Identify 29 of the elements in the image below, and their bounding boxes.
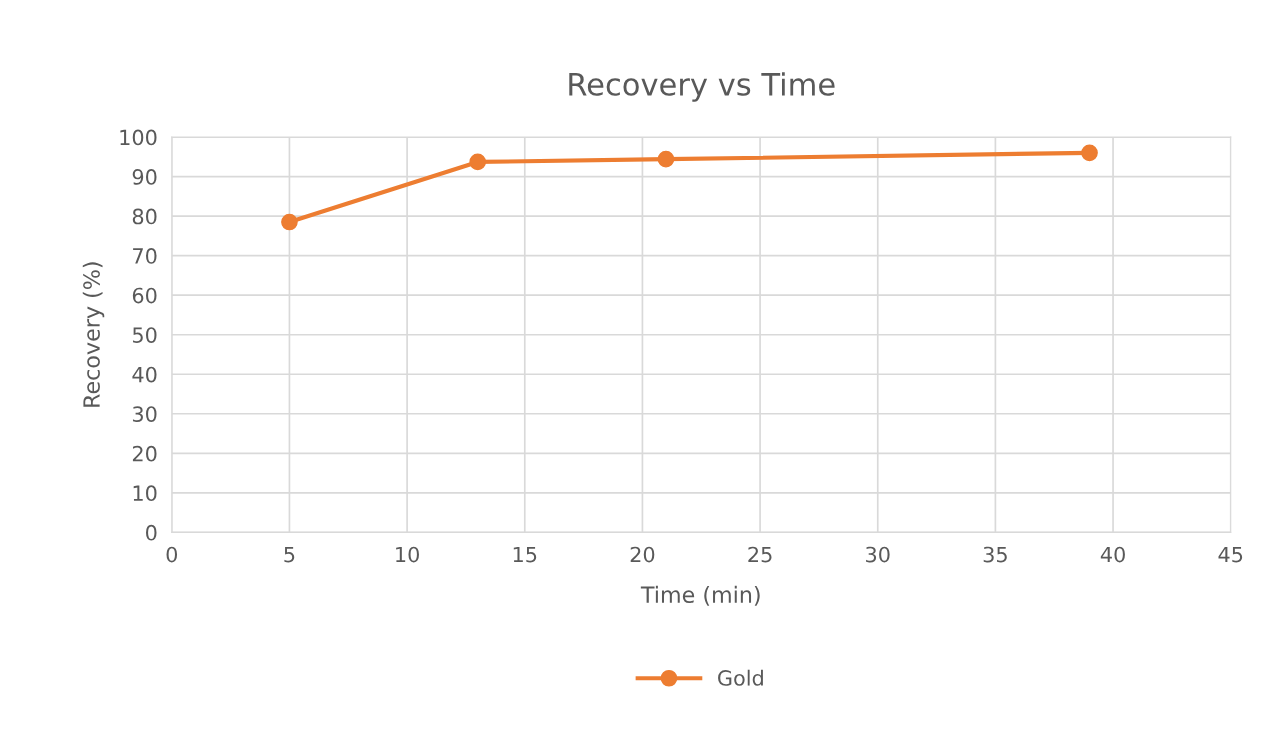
y-tick-label: 0 (146, 524, 157, 541)
x-tick-label: 10 (396, 546, 419, 563)
legend-label: Gold (718, 669, 763, 686)
x-tick-label: 15 (513, 546, 537, 563)
y-tick-label: 40 (132, 366, 157, 383)
y-tick-label: 60 (132, 287, 157, 304)
chart-title: Recovery vs Time (569, 72, 835, 102)
point (657, 150, 675, 168)
point (469, 153, 487, 171)
x-tick-label: 25 (748, 546, 772, 563)
x-tick-label: 40 (1100, 546, 1125, 563)
y-tick-label: 70 (133, 248, 157, 264)
y-tick-label: 30 (132, 406, 157, 422)
y-tick-label: 90 (132, 169, 157, 185)
y-tick-label: 100 (120, 129, 157, 146)
x-tick-label: 30 (866, 546, 890, 563)
y-tick-label: 50 (133, 327, 157, 343)
x-tick-label: 35 (983, 546, 1007, 563)
y-tick-label: 20 (132, 445, 157, 462)
x-tick-label: 5 (284, 546, 295, 563)
x-tick-label: 0 (166, 546, 178, 563)
x-tick-label: 45 (1218, 546, 1243, 563)
y-axis-title: Recovery (%) (82, 262, 105, 407)
y-tick-label: 10 (133, 485, 157, 502)
x-tick-label: 20 (630, 546, 655, 563)
x-axis-title: Time (min) (640, 585, 760, 606)
point (1081, 144, 1098, 162)
point (281, 213, 298, 231)
y-tick-label: 80 (132, 208, 157, 225)
